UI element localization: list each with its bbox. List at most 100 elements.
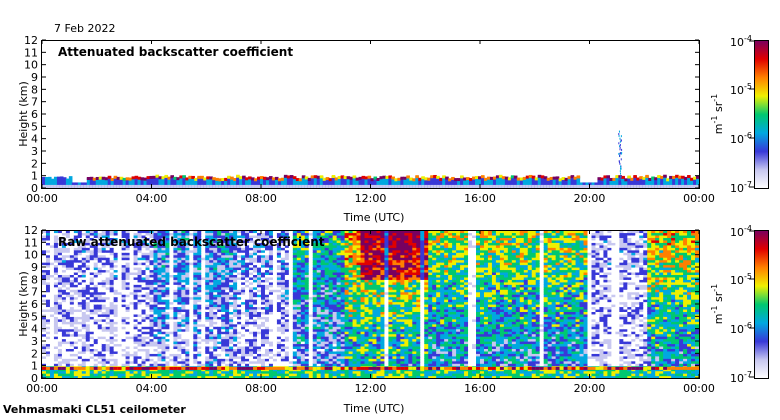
raw-backscatter-cell — [217, 242, 222, 246]
raw-backscatter-cell — [129, 370, 135, 374]
raw-backscatter-cell — [209, 262, 214, 266]
raw-backscatter-cell — [201, 299, 206, 303]
raw-backscatter-cell — [316, 262, 322, 266]
raw-backscatter-cell — [49, 267, 55, 271]
raw-backscatter-cell — [308, 348, 314, 352]
backscatter-cell — [672, 176, 676, 188]
raw-backscatter-cell — [292, 326, 298, 330]
raw-backscatter-cell — [213, 375, 218, 378]
surface-cell — [313, 184, 318, 188]
raw-backscatter-cell — [101, 313, 107, 317]
raw-backscatter-cell — [316, 316, 322, 320]
raw-backscatter-cell — [264, 281, 270, 285]
raw-backscatter-cell — [101, 242, 107, 246]
raw-backscatter-cell — [280, 311, 286, 315]
raw-backscatter-cell — [153, 291, 159, 295]
raw-backscatter-cell — [145, 249, 151, 253]
backscatter-cell — [439, 178, 443, 188]
raw-backscatter-cell — [61, 247, 67, 251]
raw-backscatter-cell — [249, 276, 254, 280]
cloud-cell — [690, 177, 694, 181]
raw-backscatter-cell — [149, 276, 155, 280]
raw-backscatter-cell — [177, 286, 182, 290]
raw-backscatter-cell — [312, 281, 318, 285]
raw-backscatter-cell — [173, 242, 178, 246]
raw-backscatter-cell — [201, 353, 206, 357]
raw-backscatter-cell — [109, 308, 115, 312]
surface-cell — [531, 184, 536, 188]
raw-backscatter-cell — [101, 318, 107, 322]
cloud-cell — [268, 176, 273, 180]
raw-backscatter-cell — [173, 363, 178, 367]
raw-backscatter-cell — [312, 284, 318, 288]
raw-backscatter-cell — [249, 279, 254, 283]
raw-backscatter-cell — [129, 269, 135, 273]
surface-cell — [696, 184, 699, 188]
raw-backscatter-cell — [233, 358, 238, 362]
raw-backscatter-cell — [181, 308, 186, 312]
surface-cell — [260, 184, 264, 188]
raw-backscatter-cell — [173, 254, 178, 258]
raw-backscatter-cell — [77, 234, 83, 238]
raw-backscatter-cell — [213, 370, 218, 374]
raw-backscatter-cell — [312, 234, 318, 238]
raw-backscatter-cell — [89, 321, 95, 325]
raw-backscatter-cell — [237, 363, 242, 367]
raw-backscatter-cell — [177, 338, 182, 342]
surface-cell — [525, 184, 530, 188]
raw-backscatter-cell — [77, 284, 83, 288]
raw-backscatter-cell — [65, 284, 71, 288]
surface-cell — [361, 184, 366, 188]
raw-backscatter-cell — [288, 244, 294, 248]
raw-backscatter-cell — [181, 257, 186, 261]
cloud-cell — [442, 175, 446, 179]
raw-backscatter-cell — [109, 264, 115, 268]
raw-backscatter-cell — [241, 247, 246, 251]
raw-backscatter-cell — [157, 316, 163, 320]
cloud-cell — [555, 176, 560, 180]
raw-backscatter-cell — [261, 237, 266, 241]
raw-backscatter-cell — [177, 247, 182, 251]
raw-backscatter-cell — [300, 311, 306, 315]
raw-backscatter-cell — [77, 242, 83, 246]
raw-backscatter-cell — [137, 231, 143, 234]
raw-backscatter-cell — [185, 262, 190, 266]
raw-backscatter-cell — [249, 262, 254, 266]
raw-backscatter-cell — [53, 269, 59, 273]
raw-backscatter-cell — [105, 291, 111, 295]
backscatter-cell — [146, 177, 151, 188]
raw-backscatter-cell — [149, 338, 155, 342]
raw-backscatter-cell — [129, 244, 135, 248]
raw-backscatter-cell — [133, 321, 139, 325]
raw-backscatter-cell — [89, 264, 95, 268]
raw-backscatter-cell — [42, 301, 47, 305]
raw-backscatter-cell — [173, 267, 178, 271]
raw-backscatter-cell — [73, 269, 79, 273]
raw-backscatter-cell — [53, 336, 59, 340]
raw-backscatter-cell — [117, 306, 123, 310]
raw-backscatter-cell — [173, 301, 178, 305]
raw-backscatter-cell — [284, 279, 290, 283]
raw-backscatter-cell — [157, 355, 163, 359]
surface-cell — [457, 184, 461, 188]
cloud-cell — [182, 175, 186, 179]
raw-backscatter-cell — [276, 289, 282, 293]
raw-backscatter-cell — [65, 254, 71, 258]
raw-backscatter-cell — [205, 304, 210, 308]
raw-backscatter-cell — [264, 259, 270, 263]
raw-backscatter-cell — [177, 276, 182, 280]
cloud-cell — [361, 175, 366, 179]
raw-backscatter-cell — [292, 262, 298, 266]
raw-backscatter-cell — [308, 267, 314, 271]
raw-backscatter-cell — [308, 306, 314, 310]
raw-backscatter-cell — [181, 289, 186, 293]
raw-backscatter-cell — [57, 269, 63, 273]
raw-backscatter-cell — [288, 331, 294, 335]
raw-backscatter-cell — [169, 375, 174, 378]
raw-backscatter-cell — [109, 284, 115, 288]
raw-backscatter-cell — [85, 291, 91, 295]
raw-backscatter-cell — [233, 338, 238, 342]
raw-backscatter-cell — [113, 291, 119, 295]
raw-backscatter-cell — [129, 373, 135, 377]
raw-backscatter-cell — [268, 252, 274, 256]
